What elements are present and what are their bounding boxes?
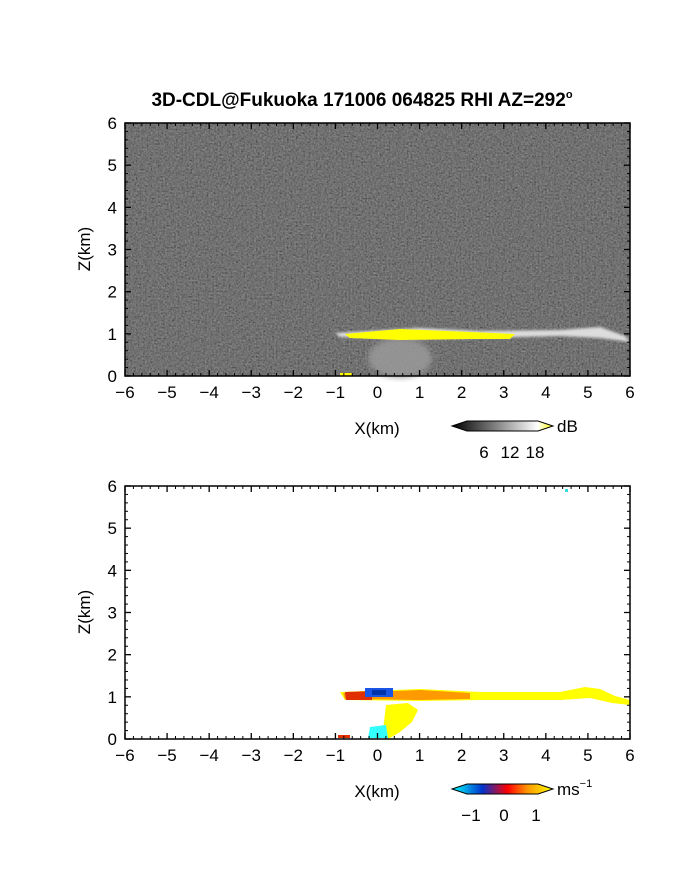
y-tick-label: 5	[108, 519, 117, 538]
y-tick-label: 0	[108, 367, 117, 386]
snr-colorbar-tick: 6	[479, 443, 488, 462]
y-tick-label: 4	[108, 198, 117, 217]
x-tick-label: 3	[499, 383, 508, 402]
velocity-plume	[382, 703, 418, 738]
y-tick-label: 6	[108, 477, 117, 496]
x-tick-label: −2	[284, 746, 303, 765]
snr-colorbar-unit: dB	[557, 417, 578, 436]
x-tick-label: 2	[457, 746, 466, 765]
y-tick-label: 1	[108, 325, 117, 344]
velocity-colorbar-tick: 0	[499, 806, 508, 825]
snr-features	[335, 327, 630, 378]
x-tick-label: 4	[541, 383, 550, 402]
x-tick-label: −5	[157, 746, 176, 765]
x-tick-label: −6	[115, 383, 134, 402]
x-tick-label: −3	[242, 383, 261, 402]
y-tick-label: 5	[108, 156, 117, 175]
velocity-plot-background	[125, 486, 630, 739]
y-tick-label: 4	[108, 561, 117, 580]
y-tick-label: 2	[108, 646, 117, 665]
snr-ylabel: Z(km)	[75, 227, 94, 271]
x-tick-label: −1	[326, 383, 345, 402]
y-tick-label: 3	[108, 241, 117, 260]
snr-surface-mark	[340, 373, 352, 376]
velocity-colorbar-bar	[450, 783, 555, 795]
y-tick-label: 1	[108, 688, 117, 707]
x-tick-label: 4	[541, 746, 550, 765]
x-tick-label: −4	[199, 383, 218, 402]
velocity-xlabel: X(km)	[354, 782, 399, 801]
x-tick-label: 1	[415, 746, 424, 765]
y-tick-label: 0	[108, 730, 117, 749]
x-tick-label: 5	[583, 383, 592, 402]
velocity-colorbar-unit: ms−1	[557, 778, 592, 799]
velocity-surface-negative	[368, 725, 388, 738]
x-tick-label: 6	[625, 746, 634, 765]
velocity-axes: −6 −5 −4 −3 −2 −1 0 1 2 3 4 5 6 0 1 2 3 4 5 6	[108, 477, 635, 765]
x-tick-label: −3	[242, 746, 261, 765]
snr-plume	[368, 338, 432, 378]
snr-colorbar: dB 6 12 18	[450, 417, 578, 462]
x-tick-label: 3	[499, 746, 508, 765]
x-tick-label: 0	[373, 383, 382, 402]
x-tick-label: 2	[457, 383, 466, 402]
velocity-far-echo	[565, 489, 568, 492]
velocity-colorbar: ms−1 −1 0 1	[450, 778, 592, 825]
x-tick-label: 0	[373, 746, 382, 765]
y-tick-label: 2	[108, 283, 117, 302]
velocity-colorbar-tick: 1	[531, 806, 540, 825]
x-tick-label: 1	[415, 383, 424, 402]
chart-title: 3D-CDL@Fukuoka 171006 064825 RHI AZ=292o	[151, 89, 572, 111]
x-tick-label: 6	[625, 383, 634, 402]
y-tick-label: 3	[108, 604, 117, 623]
x-tick-label: −5	[157, 383, 176, 402]
velocity-negative-core-edge	[372, 690, 386, 695]
y-tick-label: 6	[108, 114, 117, 133]
velocity-ylabel: Z(km)	[75, 590, 94, 634]
snr-core	[345, 329, 515, 340]
snr-axes: −6 −5 −4 −3 −2 −1 0 1 2 3 4 5 6 0 1 2 3 4 5 6	[108, 114, 635, 402]
snr-colorbar-tick: 18	[526, 443, 545, 462]
snr-colorbar-bar	[450, 420, 555, 432]
velocity-colorbar-tick: −1	[461, 806, 480, 825]
velocity-panel: −6 −5 −4 −3 −2 −1 0 1 2 3 4 5 6 0 1 2 3 4 5 6 X(km) Z(km) m…	[75, 477, 635, 825]
velocity-features	[338, 489, 630, 738]
snr-colorbar-tick: 12	[501, 443, 520, 462]
x-tick-label: −2	[284, 383, 303, 402]
x-tick-label: 5	[583, 746, 592, 765]
snr-xlabel: X(km)	[354, 419, 399, 438]
x-tick-label: −4	[199, 746, 218, 765]
x-tick-label: −1	[326, 746, 345, 765]
x-tick-label: −6	[115, 746, 134, 765]
